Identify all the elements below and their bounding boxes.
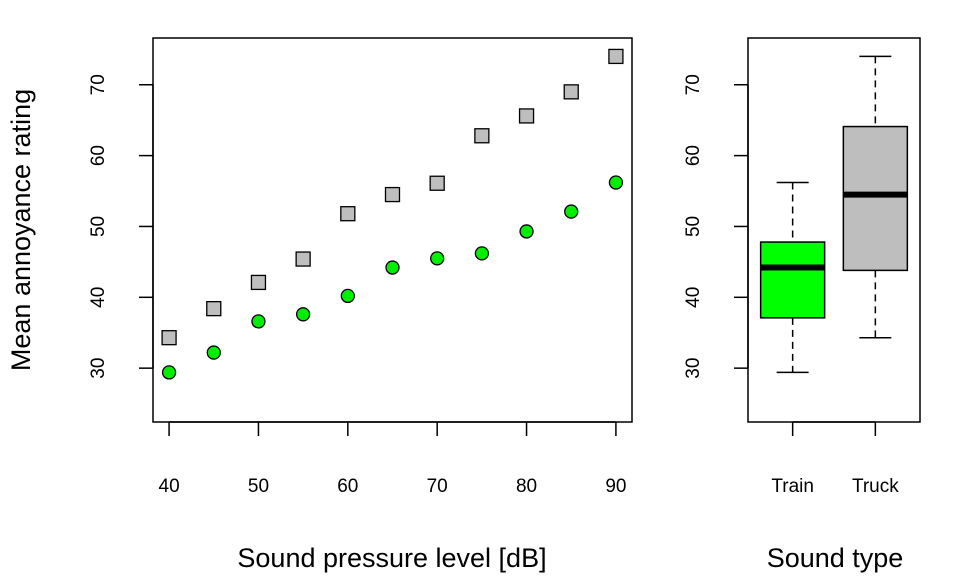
square-point [608,48,624,65]
circle-point [251,314,266,329]
scatter-x-axis-title: Sound pressure level [dB] [237,543,546,573]
square-point [429,175,445,191]
boxplot-y-axis: 30 40 50 60 70 [683,74,749,379]
boxplot-y-tick-label: 40 [683,287,704,308]
circle-point [206,345,221,360]
y-axis-title: Mean annoyance rating [6,89,36,371]
circle-point [430,251,445,266]
x-tick-label: 90 [605,476,626,497]
x-tick-label: 80 [516,476,537,497]
circle-point [340,288,355,304]
square-point [206,300,222,317]
square-point [250,274,267,291]
circle-point [519,224,534,239]
category-label: Truck [852,476,899,497]
square-point [384,186,401,203]
y-tick-label: 60 [88,145,109,166]
iqr-box [759,241,826,319]
x-tick-label: 40 [159,476,180,497]
circle-point [295,307,311,322]
square-point [295,251,311,267]
x-tick-label: 60 [337,476,358,497]
boxplot-y-tick-label: 70 [683,74,704,95]
circle-point [161,365,177,380]
boxplot-panel: 30 40 50 60 70 Train Truck Sound type [683,37,921,573]
x-tick-label: 70 [427,476,448,497]
square-point [161,330,177,346]
scatter-y-axis: 30 40 50 60 70 [88,74,154,379]
circle-point [608,175,624,190]
box-truck [842,55,909,339]
boxplot-y-tick-label: 30 [683,358,704,379]
scatter-panel: 40 50 60 70 80 90 30 40 50 60 70 Sound pressure l… [6,37,633,573]
square-point [563,84,579,100]
x-tick-label: 50 [248,476,269,497]
scatter-x-axis: 40 50 60 70 80 90 [159,421,626,497]
box-train [759,181,826,374]
y-tick-label: 40 [88,287,109,308]
scatter-points [161,48,624,380]
category-label: Train [771,476,814,497]
square-point [518,108,535,124]
circle-point [564,204,579,219]
boxplot-x-axis: Train Truck [771,421,899,497]
circle-point [474,246,490,261]
y-tick-label: 70 [88,74,109,95]
boxplot-x-axis-title: Sound type [767,543,904,573]
boxplot-y-tick-label: 50 [683,216,704,237]
boxplot-boxes [759,55,909,374]
scatter-plot-frame [152,37,633,423]
circle-point [385,260,400,275]
y-tick-label: 30 [88,358,109,379]
square-point [474,128,490,144]
y-tick-label: 50 [88,216,109,237]
square-point [340,206,356,222]
boxplot-y-tick-label: 60 [683,145,704,166]
iqr-box [842,125,909,272]
